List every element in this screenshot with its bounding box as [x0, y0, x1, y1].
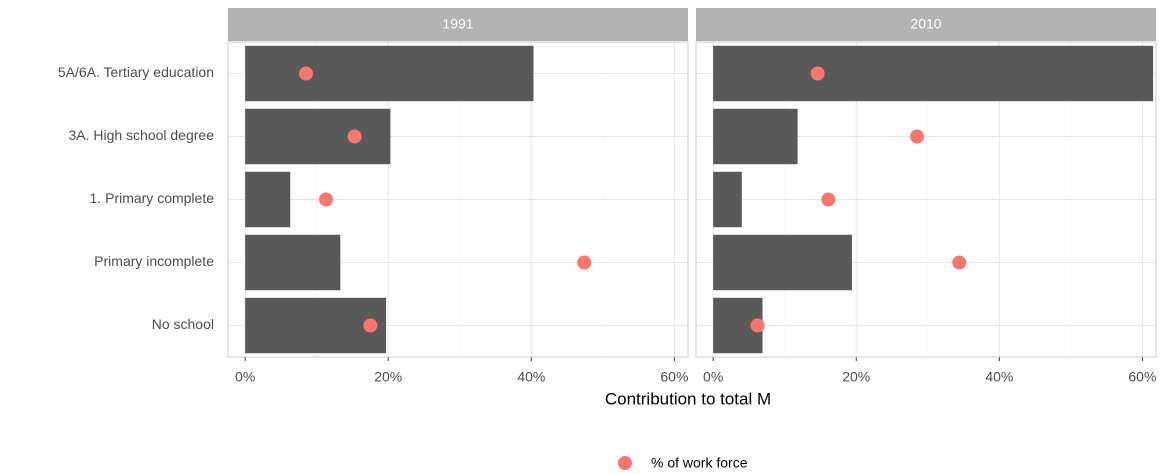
- bar: [245, 297, 387, 354]
- x-tick-label: 60%: [1128, 369, 1156, 385]
- point: [347, 129, 362, 144]
- bar: [245, 234, 341, 291]
- x-tick-label: 60%: [660, 369, 688, 385]
- strip: [696, 8, 1156, 41]
- x-tick-label: 40%: [517, 369, 545, 385]
- x-tick-label: 0%: [703, 369, 723, 385]
- legend-label: % of work force: [651, 455, 748, 471]
- bar: [245, 45, 534, 102]
- x-tick-label: 40%: [985, 369, 1013, 385]
- x-tick-label: 20%: [374, 369, 402, 385]
- x-axis-label: Contribution to total M: [605, 389, 771, 408]
- bar: [245, 171, 291, 228]
- y-tick-label: 1. Primary complete: [90, 190, 215, 206]
- legend-marker: [618, 456, 632, 470]
- point: [910, 129, 925, 144]
- strip: [228, 8, 688, 41]
- facet-title: 1991: [442, 16, 473, 32]
- bar: [245, 108, 391, 165]
- point: [319, 192, 334, 207]
- point: [577, 255, 592, 270]
- point: [821, 192, 836, 207]
- panel-border: [227, 41, 689, 358]
- bar: [713, 108, 798, 165]
- point: [298, 66, 313, 81]
- point: [952, 255, 967, 270]
- y-tick-label: Primary incomplete: [94, 253, 214, 269]
- point: [810, 66, 825, 81]
- bar: [713, 234, 852, 291]
- bar: [713, 45, 1154, 102]
- facet-title: 2010: [910, 16, 941, 32]
- y-tick-label: No school: [152, 316, 214, 332]
- y-tick-label: 3A. High school degree: [68, 127, 214, 143]
- point: [750, 318, 765, 333]
- x-tick-label: 0%: [235, 369, 255, 385]
- y-tick-label: 5A/6A. Tertiary education: [58, 64, 214, 80]
- bar: [713, 171, 742, 228]
- x-tick-label: 20%: [842, 369, 870, 385]
- point: [363, 318, 378, 333]
- panel-border: [695, 41, 1157, 358]
